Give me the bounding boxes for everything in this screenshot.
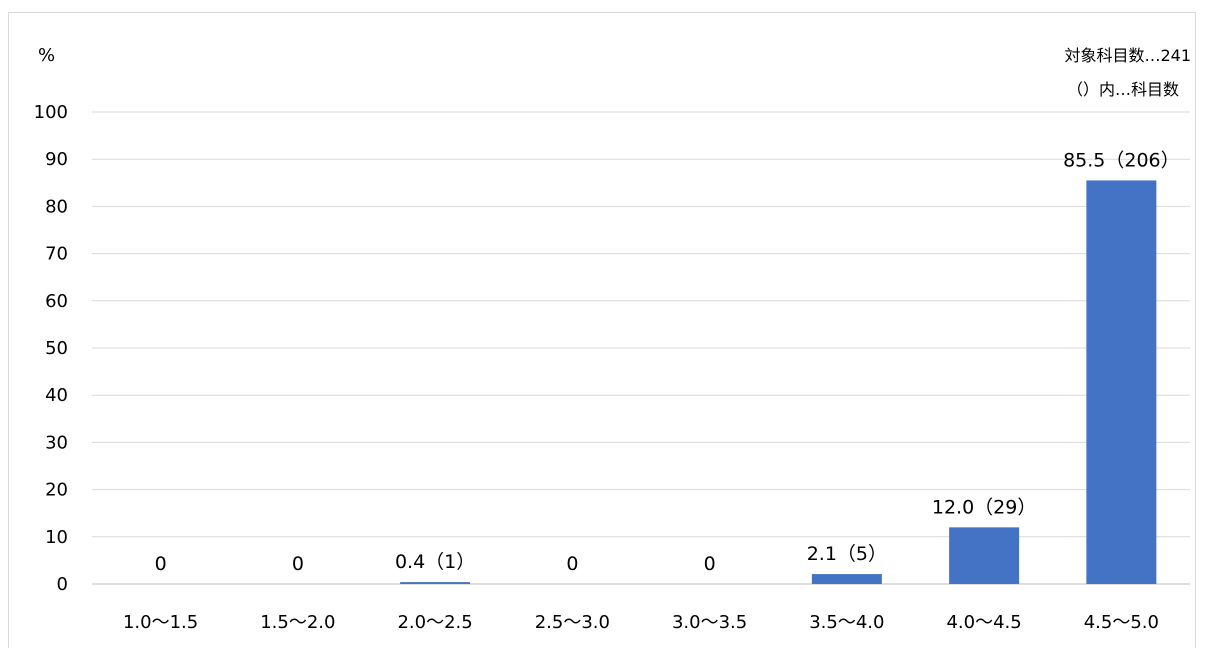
chart-frame <box>8 12 1196 648</box>
bar <box>949 527 1020 584</box>
y-tick-label: 80 <box>45 196 68 217</box>
y-tick-label: 60 <box>45 291 68 312</box>
x-tick-label: 3.5〜4.0 <box>809 612 884 633</box>
bar <box>1086 180 1157 584</box>
data-label: 0 <box>566 553 578 575</box>
x-tick-label: 3.0〜3.5 <box>672 612 747 633</box>
x-tick-label: 1.5〜2.0 <box>260 612 335 633</box>
y-tick-label: 100 <box>34 102 68 123</box>
x-tick-label: 4.0〜4.5 <box>946 612 1021 633</box>
data-label: 12.0（29） <box>932 496 1036 518</box>
bar <box>811 574 882 584</box>
y-tick-label: 0 <box>57 574 68 595</box>
bar <box>400 582 471 584</box>
x-tick-label: 2.0〜2.5 <box>397 612 472 633</box>
y-tick-label: 20 <box>45 480 68 501</box>
y-tick-label: 50 <box>45 338 68 359</box>
y-tick-label: 30 <box>45 432 68 453</box>
parenthesis-note: （）内…科目数 <box>1066 80 1179 99</box>
data-label: 0 <box>704 553 716 575</box>
x-tick-label: 2.5〜3.0 <box>535 612 610 633</box>
data-label: 2.1（5） <box>807 543 887 565</box>
data-label: 0 <box>155 553 167 575</box>
data-label: 0 <box>292 553 304 575</box>
y-tick-label: 10 <box>45 527 68 548</box>
x-tick-label: 1.0〜1.5 <box>123 612 198 633</box>
subject-count-note: 対象科目数…241 <box>1064 46 1191 65</box>
y-tick-label: 40 <box>45 385 68 406</box>
data-label: 0.4（1） <box>395 551 475 573</box>
y-axis-unit-label: % <box>38 45 56 66</box>
y-tick-label: 90 <box>45 149 68 170</box>
y-tick-label: 70 <box>45 244 68 265</box>
x-tick-label: 4.5〜5.0 <box>1084 612 1159 633</box>
data-label: 85.5（206） <box>1063 149 1180 171</box>
